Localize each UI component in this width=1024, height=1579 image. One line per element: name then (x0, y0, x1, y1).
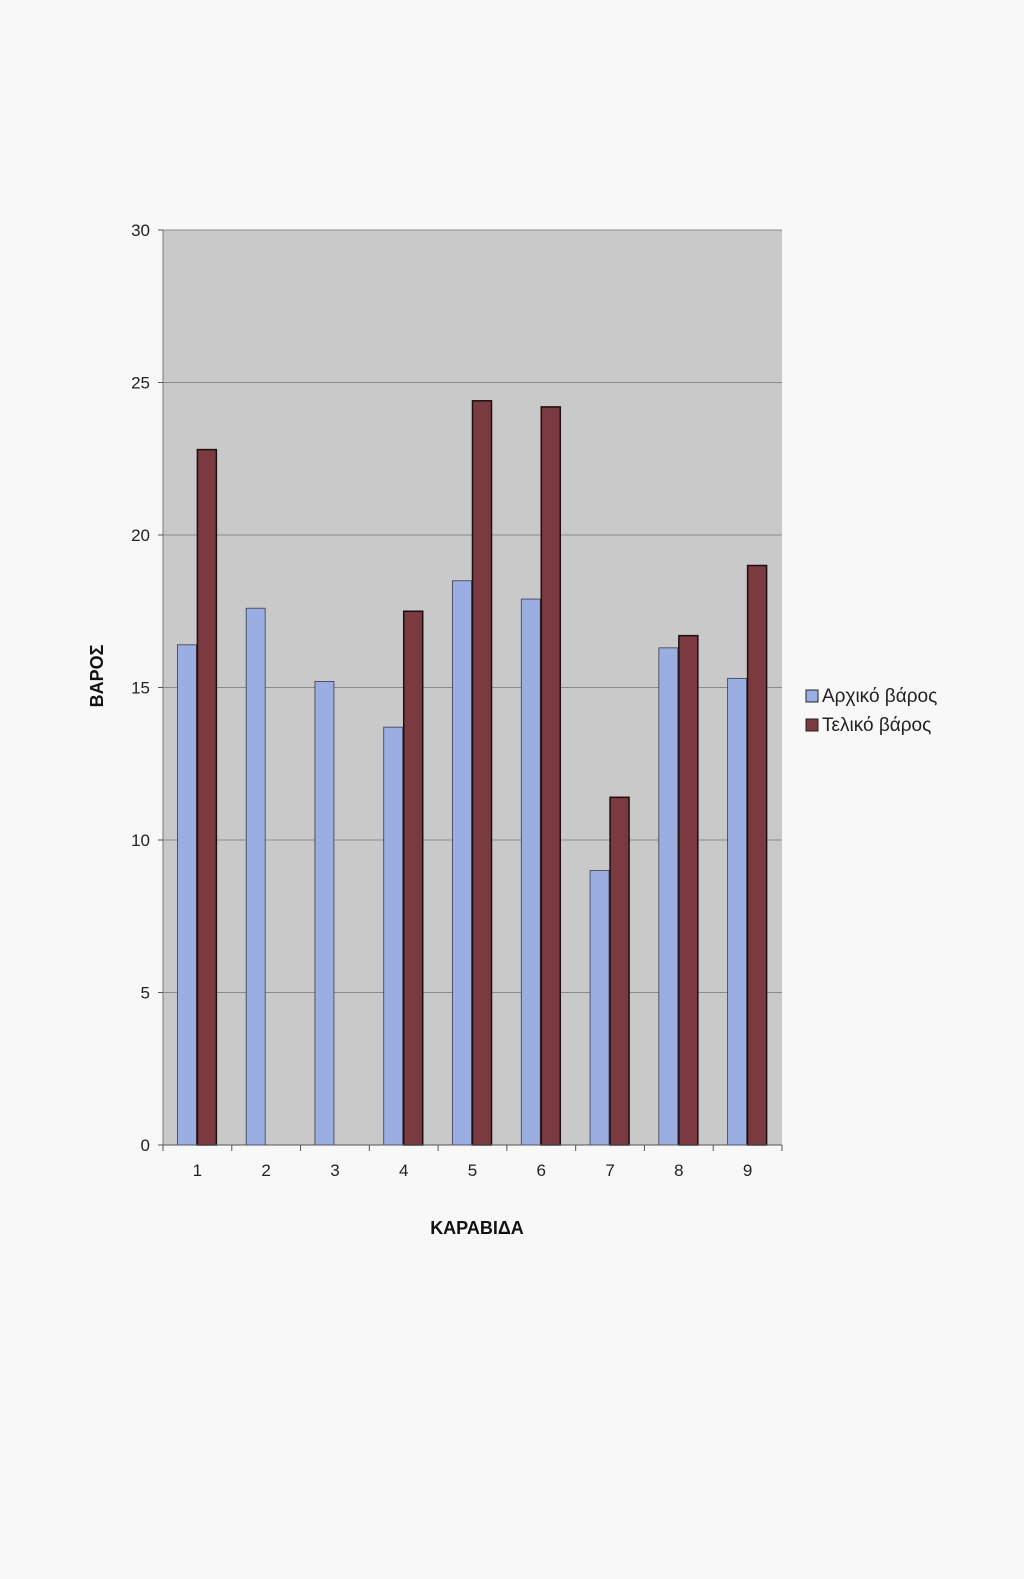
legend: Αρχικό βάρος Τελικό βάρος (805, 686, 937, 736)
bar-initial-5 (452, 580, 472, 1146)
y-axis-title: ΒΑΡΟΣ (87, 644, 107, 707)
legend-swatch-2 (805, 718, 819, 732)
x-tick-label: 2 (261, 1161, 270, 1180)
x-tick-labels: 1 2 3 4 5 6 7 8 9 (193, 1161, 753, 1180)
bar-final-9 (746, 564, 768, 1146)
y-tick-label: 10 (131, 831, 150, 850)
x-tick-label: 6 (537, 1161, 546, 1180)
bar-initial-6 (520, 598, 541, 1146)
bar-initial-2 (245, 607, 266, 1146)
legend-label-1: Αρχικό βάρος (822, 686, 937, 707)
y-tick-label: 5 (141, 984, 150, 1003)
x-tick-label: 4 (399, 1161, 408, 1180)
x-tick-label: 9 (743, 1161, 752, 1180)
bar-final-6 (540, 406, 562, 1146)
y-tick-label: 15 (131, 679, 150, 698)
x-tick-label: 8 (674, 1161, 683, 1180)
bar-final-8 (678, 634, 699, 1146)
bar-initial-8 (658, 647, 679, 1146)
y-tick-label: 20 (131, 526, 150, 545)
bar-initial-4 (383, 726, 404, 1146)
x-tick-label: 7 (605, 1161, 614, 1180)
y-tick-labels: 0 5 10 15 20 25 30 (131, 221, 150, 1155)
bar-initial-9 (727, 677, 748, 1146)
bar-initial-3 (314, 681, 335, 1146)
x-tick-label: 3 (330, 1161, 339, 1180)
bar-final-4 (402, 610, 424, 1146)
y-tick-label: 25 (131, 374, 150, 393)
bar-final-1 (196, 448, 218, 1146)
legend-label-2: Τελικό βάρος (822, 715, 931, 736)
x-tick-label: 5 (468, 1161, 477, 1180)
bar-initial-7 (589, 870, 610, 1146)
x-tick-label: 1 (193, 1161, 202, 1180)
y-tick-label: 30 (131, 221, 150, 240)
bar-final-7 (609, 796, 630, 1146)
bar-final-5 (471, 400, 493, 1146)
axes (158, 229, 783, 1151)
x-axis-title: ΚΑΡΑΒΙΔΑ (430, 1218, 524, 1238)
y-tick-label: 0 (141, 1136, 150, 1155)
legend-swatch-1 (805, 689, 819, 703)
bar-initial-1 (176, 644, 197, 1146)
